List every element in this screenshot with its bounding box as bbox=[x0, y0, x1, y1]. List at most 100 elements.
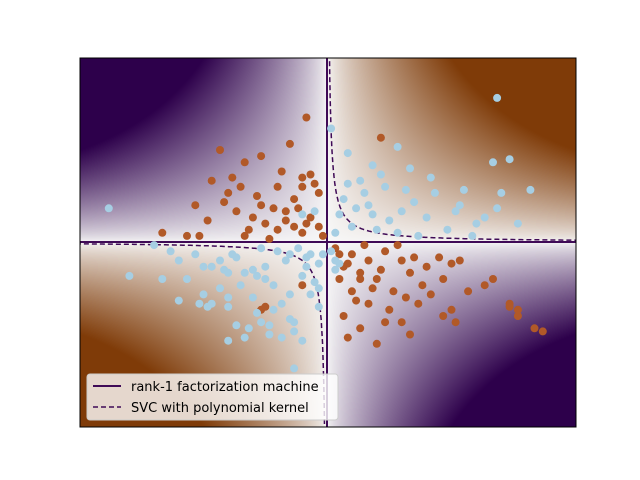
scatter-point-negative bbox=[493, 204, 502, 213]
scatter-point-positive bbox=[397, 318, 406, 327]
scatter-point-positive bbox=[257, 152, 266, 161]
scatter-point-negative bbox=[331, 265, 340, 274]
scatter-point-negative bbox=[306, 290, 315, 299]
scatter-point-positive bbox=[447, 305, 456, 314]
scatter-point-positive bbox=[216, 146, 224, 154]
scatter-point-negative bbox=[285, 290, 294, 299]
scatter-point-positive bbox=[228, 173, 237, 182]
scatter-point-positive bbox=[306, 170, 315, 179]
scatter-point-positive bbox=[220, 198, 229, 207]
scatter-point-positive bbox=[513, 312, 522, 320]
scatter-point-negative bbox=[104, 204, 113, 213]
scatter-point-positive bbox=[480, 281, 489, 290]
scatter-point-negative bbox=[327, 247, 336, 256]
scatter-point-negative bbox=[199, 262, 208, 271]
scatter-point-positive bbox=[261, 219, 270, 228]
scatter-point-negative bbox=[480, 213, 489, 222]
scatter-point-negative bbox=[489, 158, 497, 167]
scatter-point-positive bbox=[285, 139, 294, 148]
scatter-point-negative bbox=[269, 281, 278, 290]
scatter-point-negative bbox=[526, 185, 535, 194]
scatter-point-negative bbox=[240, 333, 249, 342]
scatter-point-positive bbox=[183, 231, 191, 240]
scatter-point-negative bbox=[207, 262, 216, 271]
scatter-point-positive bbox=[273, 225, 282, 234]
scatter-point-positive bbox=[244, 225, 253, 234]
data-points bbox=[104, 93, 547, 373]
scatter-point-negative bbox=[368, 210, 377, 219]
scatter-point-negative bbox=[397, 207, 406, 216]
scatter-point-positive bbox=[281, 216, 290, 225]
scatter-point-negative bbox=[261, 262, 270, 271]
scatter-point-negative bbox=[216, 256, 224, 265]
scatter-point-negative bbox=[277, 299, 286, 308]
scatter-point-negative bbox=[393, 142, 402, 151]
scatter-point-positive bbox=[302, 219, 311, 228]
scatter-point-negative bbox=[195, 299, 204, 308]
scatter-point-positive bbox=[269, 204, 278, 213]
scatter-point-negative bbox=[459, 185, 468, 194]
scatter-point-positive bbox=[240, 158, 249, 167]
scatter-point-negative bbox=[426, 173, 435, 182]
scatter-point-negative bbox=[224, 336, 233, 345]
scatter-point-negative bbox=[150, 241, 159, 250]
scatter-point-positive bbox=[207, 176, 216, 185]
scatter-point-positive bbox=[451, 318, 460, 327]
scatter-point-negative bbox=[385, 216, 394, 225]
scatter-point-negative bbox=[343, 179, 352, 188]
scatter-point-negative bbox=[331, 228, 340, 237]
scatter-point-negative bbox=[281, 256, 290, 265]
scatter-point-positive bbox=[347, 250, 356, 259]
scatter-point-negative bbox=[451, 207, 460, 216]
scatter-point-positive bbox=[294, 204, 303, 213]
scatter-point-negative bbox=[314, 259, 323, 268]
legend: rank-1 factorization machine SVC with po… bbox=[86, 373, 339, 421]
svc-boundary-upper-right bbox=[328, 58, 576, 241]
scatter-point-negative bbox=[468, 231, 477, 240]
scatter-point-negative bbox=[497, 188, 506, 197]
scatter-point-positive bbox=[298, 228, 307, 237]
scatter-point-negative bbox=[174, 296, 183, 305]
scatter-point-negative bbox=[505, 155, 514, 164]
scatter-point-negative bbox=[364, 201, 373, 210]
scatter-point-positive bbox=[426, 290, 435, 299]
scatter-point-positive bbox=[339, 312, 348, 320]
scatter-point-negative bbox=[372, 225, 381, 234]
scatter-point-negative bbox=[314, 302, 323, 311]
scatter-point-negative bbox=[339, 195, 348, 204]
scatter-point-negative bbox=[285, 250, 294, 259]
scatter-point-negative bbox=[224, 302, 233, 311]
scatter-point-negative bbox=[335, 259, 344, 268]
scatter-point-positive bbox=[389, 287, 398, 296]
scatter-point-positive bbox=[410, 253, 419, 262]
scatter-point-positive bbox=[306, 213, 315, 222]
scatter-point-negative bbox=[393, 228, 402, 237]
scatter-point-positive bbox=[439, 312, 448, 320]
scatter-point-positive bbox=[381, 318, 390, 327]
scatter-point-negative bbox=[207, 299, 216, 308]
legend-box bbox=[86, 373, 339, 421]
scatter-point-negative bbox=[318, 250, 327, 259]
scatter-point-positive bbox=[290, 195, 299, 204]
scatter-point-positive bbox=[281, 207, 290, 216]
scatter-point-negative bbox=[368, 161, 377, 170]
scatter-point-positive bbox=[356, 324, 365, 333]
scatter-point-positive bbox=[381, 247, 390, 256]
scatter-point-positive bbox=[310, 179, 319, 188]
scatter-point-negative bbox=[356, 176, 365, 185]
scatter-point-negative bbox=[224, 268, 233, 277]
legend-label-svc-poly: SVC with polynomial kernel bbox=[131, 401, 309, 416]
scatter-point-positive bbox=[347, 287, 356, 296]
scatter-point-positive bbox=[414, 299, 423, 308]
scatter-point-positive bbox=[393, 241, 402, 250]
scatter-point-negative bbox=[166, 247, 175, 256]
scatter-point-positive bbox=[203, 216, 212, 225]
scatter-point-positive bbox=[335, 275, 344, 283]
scatter-point-positive bbox=[372, 339, 381, 348]
axes-frame bbox=[79, 57, 577, 428]
scatter-point-negative bbox=[360, 188, 369, 197]
scatter-point-negative bbox=[257, 318, 266, 327]
scatter-point-positive bbox=[343, 333, 352, 342]
scatter-point-positive bbox=[356, 268, 365, 277]
